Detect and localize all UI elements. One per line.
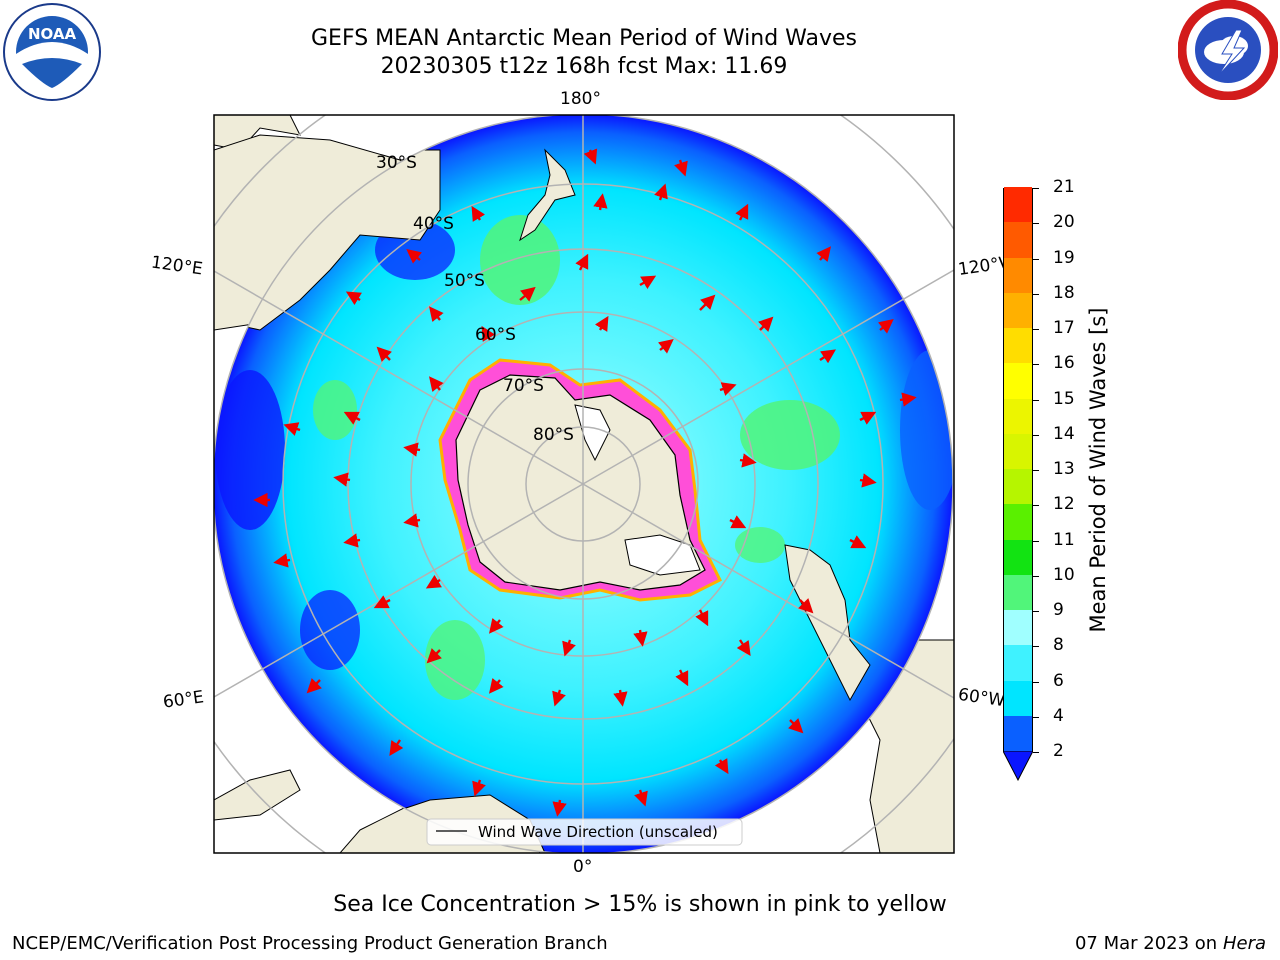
run-info: 07 Mar 2023 on Hera <box>1075 933 1266 954</box>
map-title-line1: GEFS MEAN Antarctic Mean Period of Wind … <box>311 26 857 51</box>
colorbar-segment <box>1004 222 1032 258</box>
colorbar-segment <box>1004 610 1032 646</box>
colorbar-tick-label: 14 <box>1053 423 1075 444</box>
colorbar-segment <box>1004 504 1032 540</box>
colorbar-tick-mark <box>1033 611 1039 612</box>
nws-logo <box>1178 0 1278 100</box>
colorbar-tick-label: 8 <box>1053 635 1064 656</box>
colorbar-segment <box>1004 680 1032 716</box>
colorbar-segment <box>1004 469 1032 505</box>
colorbar-label: Mean Period of Wind Waves [s] <box>1086 307 1110 633</box>
lat-label-50s: 50°S <box>444 271 485 291</box>
colorbar-tick-label: 21 <box>1053 177 1075 197</box>
graticule <box>214 115 954 853</box>
wind-wave-arrows <box>253 148 917 817</box>
colorbar-tick-label: 18 <box>1053 282 1075 303</box>
colorbar-tick-mark <box>1033 293 1039 295</box>
noaa-logo: NOAA <box>3 3 101 101</box>
colorbar-segment <box>1004 187 1032 223</box>
run-host: Hera <box>1222 933 1266 954</box>
colorbar-tick-label: 11 <box>1053 529 1075 550</box>
producer-credit: NCEP/EMC/Verification Post Processing Pr… <box>12 933 608 954</box>
colorbar-tick-mark <box>1033 223 1039 225</box>
colorbar-tick-mark <box>1033 329 1039 330</box>
colorbar-tick-label: 16 <box>1053 353 1075 374</box>
map-legend: Wind Wave Direction (unscaled) <box>426 818 743 846</box>
colorbar <box>1003 187 1033 752</box>
colorbar-tick-mark <box>1033 505 1039 507</box>
colorbar-tick-label: 20 <box>1053 212 1075 233</box>
colorbar-segment <box>1004 715 1032 751</box>
lat-label-40s: 40°S <box>413 214 454 234</box>
colorbar-tick-label: 4 <box>1053 705 1064 726</box>
lon-label-bottom: 0° <box>573 857 593 877</box>
map-title-line2: 20230305 t12z 168h fcst Max: 11.69 <box>380 54 788 79</box>
lat-label-60s: 60°S <box>475 325 516 345</box>
colorbar-tick-label: 15 <box>1053 388 1075 409</box>
colorbar-tick-label: 19 <box>1053 247 1075 268</box>
colorbar-tick-mark <box>1033 188 1039 189</box>
colorbar-segment <box>1004 433 1032 469</box>
colorbar-segment <box>1004 398 1032 434</box>
colorbar-tick-mark <box>1033 575 1039 577</box>
colorbar-tick-mark <box>1033 434 1039 436</box>
lat-label-80s: 80°S <box>533 425 574 445</box>
colorbar-tick-label: 17 <box>1053 318 1075 338</box>
colorbar-tick-mark <box>1033 470 1039 471</box>
colorbar-segment <box>1004 539 1032 575</box>
colorbar-tick-mark <box>1033 399 1039 401</box>
colorbar-segment <box>1004 257 1032 293</box>
lon-label-top: 180° <box>560 89 601 109</box>
colorbar-segment <box>1004 645 1032 681</box>
colorbar-segment <box>1004 574 1032 610</box>
lat-label-30s: 30°S <box>376 153 417 173</box>
colorbar-tick-mark <box>1033 540 1039 542</box>
colorbar-tick-label: 13 <box>1053 459 1075 479</box>
colorbar-tick-label: 6 <box>1053 670 1064 691</box>
colorbar-tick-mark <box>1033 258 1039 260</box>
sea-ice-note: Sea Ice Concentration > 15% is shown in … <box>333 892 947 917</box>
lat-label-70s: 70°S <box>503 376 544 396</box>
colorbar-tick-mark <box>1033 681 1039 683</box>
colorbar-under-arrow <box>1003 751 1033 781</box>
colorbar-segment <box>1004 292 1032 328</box>
colorbar-tick-mark <box>1033 716 1039 718</box>
colorbar-segment <box>1004 363 1032 399</box>
colorbar-segment <box>1004 328 1032 364</box>
noaa-logo-text: NOAA <box>28 25 77 43</box>
colorbar-tick-label: 9 <box>1053 600 1064 620</box>
colorbar-tick-label: 12 <box>1053 494 1075 515</box>
colorbar-tick-mark <box>1033 364 1039 366</box>
colorbar-tick-mark <box>1033 646 1039 648</box>
colorbar-tick-label: 10 <box>1053 564 1075 585</box>
map-legend-label: Wind Wave Direction (unscaled) <box>478 823 718 841</box>
colorbar-tick-mark <box>1033 752 1039 753</box>
run-date: 07 Mar 2023 on <box>1074 933 1218 954</box>
colorbar-tick-label: 2 <box>1053 741 1064 761</box>
